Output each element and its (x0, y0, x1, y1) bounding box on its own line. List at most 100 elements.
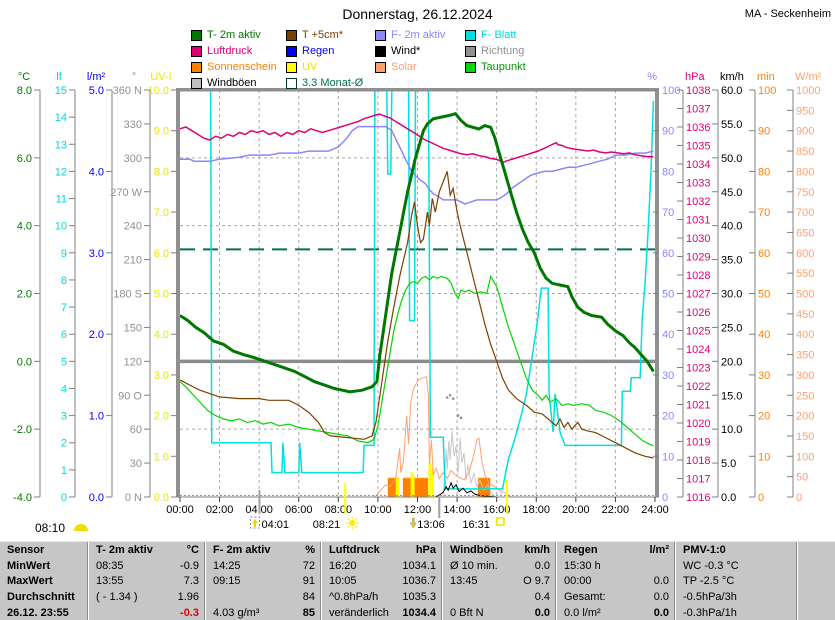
svg-text:9: 9 (61, 248, 67, 260)
svg-text:600: 600 (796, 248, 814, 260)
table-cell: Gesamt: (564, 590, 606, 603)
col-unit: l/m² (649, 543, 669, 556)
svg-text:lf: lf (56, 71, 62, 83)
time-tick-label: 06:00 (285, 504, 313, 516)
col-header: PMV-1:0 (683, 543, 726, 556)
svg-text:240: 240 (124, 221, 142, 233)
svg-text:°C: °C (18, 71, 30, 83)
legend-item-sonnenschein: Sonnenschein (191, 59, 286, 75)
svg-text:30: 30 (662, 370, 674, 382)
svg-text:0: 0 (61, 492, 67, 504)
svg-text:45.0: 45.0 (721, 187, 742, 199)
wind-direction-dot (459, 416, 463, 420)
table-col-windb-en: Windböen km/h Ø 10 min. 0.0 13:45 O 9.7 0.4 0 B… (442, 542, 556, 620)
legend-label: T +5cm* (302, 28, 344, 41)
table-col-pmv-1-0: PMV-1:0 WC -0.3 °C TP -2.5 °C -0.5hPa/3h -0.… (675, 542, 797, 620)
table-row-label: MinWert (7, 559, 51, 572)
legend-label: Richtung (481, 44, 525, 57)
table-cell: 15:30 h (564, 559, 601, 572)
table-cell: ( - 1.34 ) (96, 590, 138, 603)
table-cell: Ø 10 min. (450, 559, 498, 572)
svg-text:1036: 1036 (686, 122, 710, 134)
legend-item-wind-: Wind* (375, 43, 465, 59)
table-cell: 1035.3 (402, 590, 436, 603)
axis-C-left: 8.0 6.0 4.0 2.0 0.0 -2.0 -4.0 °C (13, 71, 41, 504)
svg-text:90 O: 90 O (118, 390, 142, 402)
svg-text:1016: 1016 (686, 492, 710, 504)
svg-text:3.0: 3.0 (89, 248, 104, 260)
svg-text:8.0: 8.0 (17, 85, 32, 97)
time-tick-label: 24:00 (641, 504, 669, 516)
wind-direction-dot (445, 396, 449, 399)
svg-text:0.0: 0.0 (154, 492, 169, 504)
table-cell: 84 (302, 590, 315, 603)
legend-label: 3.3 Monat-Ø (302, 76, 364, 89)
svg-text:350: 350 (796, 350, 814, 362)
svg-text:25.0: 25.0 (721, 322, 742, 334)
legend-item-uv: UV (286, 59, 375, 75)
svg-text:11: 11 (56, 194, 67, 206)
col-header: Windböen (450, 543, 504, 556)
legend-swatch-icon (465, 29, 476, 41)
svg-text:400: 400 (796, 329, 814, 341)
axis-deg-left: 360 N 330 300 270 W 240 210 180 S 150 120 90 O 60 3… (110, 71, 151, 504)
svg-text:10.0: 10.0 (148, 85, 169, 97)
table-cell: 1.96 (177, 590, 199, 603)
legend-item-windb-en: Windböen (191, 75, 286, 91)
svg-text:6: 6 (61, 329, 67, 341)
svg-text:20: 20 (758, 411, 770, 423)
svg-text:1032: 1032 (686, 196, 710, 208)
page-title: Donnerstag, 26.12.2024 (342, 6, 493, 22)
col-unit: km/h (524, 543, 550, 556)
station-label: MA - Seckenheim (744, 8, 831, 20)
svg-text:60: 60 (130, 424, 142, 436)
svg-text:1018: 1018 (686, 455, 710, 467)
svg-text:200: 200 (796, 411, 814, 423)
svg-text:1037: 1037 (686, 104, 710, 116)
svg-text:60: 60 (662, 248, 674, 260)
uv-bar (397, 478, 400, 497)
series-t-2m (179, 111, 655, 394)
svg-text:950: 950 (796, 105, 814, 117)
table-cell: 1034.1 (402, 559, 436, 572)
svg-text:30.0: 30.0 (721, 289, 742, 301)
sunshine-bar (402, 477, 428, 497)
svg-text:270 W: 270 W (110, 187, 142, 199)
svg-text:50: 50 (662, 289, 674, 301)
time-tick-label: 00:00 (166, 504, 194, 516)
axis-UVI-left: 10.0 9.0 8.0 7.0 6.0 5.0 4.0 3.0 2.0 1.0 0.0 UV-I (148, 71, 177, 504)
legend-swatch-icon (375, 29, 386, 41)
table-row-label: MaxWert (7, 575, 53, 588)
table-cell: veränderlich (329, 606, 389, 619)
table-cell: TP -2.5 °C (683, 575, 735, 588)
table-cell: 0.0 (653, 575, 669, 588)
svg-text:300: 300 (796, 370, 814, 382)
uv-bar (412, 474, 415, 497)
dawn-icon (74, 524, 88, 531)
moonset-time: 13:06 (417, 519, 445, 531)
table-cell: 14:25 (213, 559, 241, 572)
svg-text:UV-I: UV-I (150, 71, 171, 83)
series-solar (374, 376, 512, 498)
table-cell: 0 Bft N (450, 606, 484, 619)
table-cell: -0.9 (180, 559, 199, 572)
table-col-empty (797, 542, 835, 620)
legend-swatch-icon (191, 77, 202, 89)
legend-item-solar: Solar (375, 59, 465, 75)
svg-text:30: 30 (758, 370, 770, 382)
svg-text:9.0: 9.0 (154, 126, 169, 138)
svg-text:70: 70 (662, 207, 674, 219)
svg-text:3.0: 3.0 (154, 370, 169, 382)
svg-text:l/m²: l/m² (87, 71, 106, 83)
svg-text:700: 700 (796, 207, 814, 219)
svg-text:1000: 1000 (796, 85, 820, 97)
legend-item-regen: Regen (286, 43, 375, 59)
svg-text:8: 8 (61, 275, 67, 287)
svg-text:12: 12 (55, 166, 67, 178)
svg-text:10.0: 10.0 (721, 424, 742, 436)
svg-text:15.0: 15.0 (721, 390, 742, 402)
svg-text:1022: 1022 (686, 381, 710, 393)
uv-bar (431, 469, 434, 497)
